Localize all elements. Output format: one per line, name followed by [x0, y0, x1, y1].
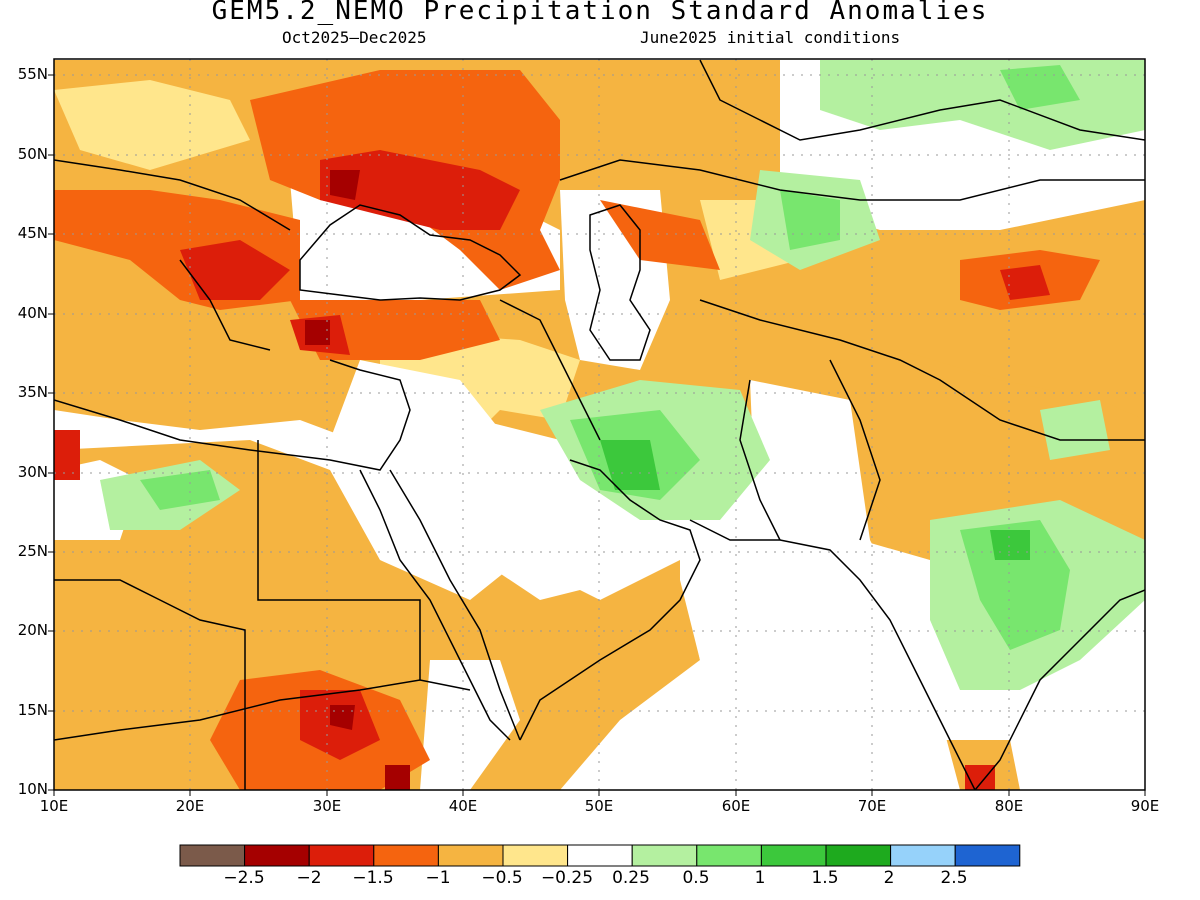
- anomaly-region: [780, 190, 840, 250]
- anomaly-region: [1040, 400, 1110, 460]
- legend-label: 1.5: [811, 868, 839, 888]
- lat-label: 55N: [17, 65, 48, 83]
- mediterranean-coast: [54, 359, 411, 471]
- legend-label: −1.5: [352, 868, 394, 888]
- lat-label: 25N: [17, 542, 48, 560]
- lat-label: 40N: [17, 304, 48, 322]
- legend-label: −0.25: [540, 868, 594, 888]
- axis-ticks: [48, 74, 1146, 796]
- legend-label: 2: [883, 868, 895, 888]
- lon-label: 50E: [584, 797, 614, 815]
- legend-label: 2.5: [940, 868, 968, 888]
- lat-label: 10N: [17, 780, 48, 798]
- caspian-sea-coast: [589, 204, 651, 361]
- indian-west-coast: [689, 519, 976, 790]
- legend-swatch: [437, 844, 504, 867]
- legend-swatch: [631, 844, 698, 867]
- lat-label: 20N: [17, 621, 48, 639]
- legend-swatch: [567, 844, 633, 867]
- anomaly-region: [180, 240, 290, 300]
- lat-label: 30N: [17, 463, 48, 481]
- subtitle-period: Oct2025–Dec2025: [282, 28, 427, 47]
- lon-label: 20E: [175, 797, 205, 815]
- balkan-coast: [179, 259, 271, 351]
- legend-label: 1: [754, 868, 766, 888]
- legend-swatch: [244, 844, 310, 867]
- kazakh-border: [559, 159, 1145, 201]
- lon-label: 90E: [1130, 797, 1160, 815]
- anomaly-region: [320, 150, 520, 230]
- legend-label: −2.5: [223, 868, 265, 888]
- legend-swatch: [502, 844, 569, 867]
- anomaly-region: [1000, 265, 1050, 300]
- subtitle-init: June2025 initial conditions: [640, 28, 901, 47]
- lat-label: 45N: [17, 224, 48, 242]
- chart-title: GEM5.2_NEMO Precipitation Standard Anoma…: [211, 0, 989, 26]
- indian-east-coast: [974, 589, 1145, 790]
- legend-colorbar: [179, 844, 1021, 867]
- red-sea-west-coast: [359, 469, 511, 741]
- black-sea-coast: [299, 204, 522, 301]
- pakistan-border: [829, 359, 881, 541]
- legend-swatch: [825, 844, 892, 867]
- anomaly-region: [1000, 65, 1080, 110]
- anomaly-region: [305, 320, 330, 345]
- iran-border: [499, 299, 601, 441]
- russia-border: [699, 59, 1145, 141]
- lon-label: 10E: [39, 797, 69, 815]
- lon-label: 70E: [857, 797, 887, 815]
- anomaly-region: [960, 520, 1070, 650]
- legend-label: −0.5: [481, 868, 523, 888]
- anomaly-region: [420, 660, 520, 790]
- legend-swatch: [890, 844, 956, 867]
- afghan-border: [739, 379, 781, 541]
- legend-label: −2: [296, 868, 322, 888]
- legend-swatch: [954, 844, 1021, 867]
- egypt-sudan-border: [257, 440, 421, 680]
- legend-label: 0.5: [682, 868, 710, 888]
- anomaly-region: [330, 170, 360, 200]
- grid-lines: [54, 59, 1145, 790]
- arabia-coast: [519, 459, 701, 741]
- anomaly-region: [600, 440, 660, 490]
- anomaly-region: [54, 80, 250, 170]
- lat-label: 50N: [17, 145, 48, 163]
- anomaly-region: [140, 470, 220, 510]
- lat-label: 35N: [17, 383, 48, 401]
- legend-swatch: [373, 844, 439, 867]
- legend-swatch: [179, 844, 246, 867]
- coastlines: [54, 59, 1145, 790]
- red-sea-east-coast: [389, 469, 521, 741]
- anomaly-region: [700, 380, 960, 790]
- legend-swatch: [308, 844, 375, 867]
- anomaly-region: [840, 350, 1145, 520]
- legend-label: 0.25: [612, 868, 650, 888]
- anomaly-field: [54, 60, 1145, 790]
- lon-label: 80E: [994, 797, 1024, 815]
- europe-border: [54, 159, 291, 231]
- chad-border: [54, 579, 246, 790]
- anomaly-region: [990, 530, 1030, 560]
- lon-label: 40E: [448, 797, 478, 815]
- anomaly-region: [54, 430, 80, 480]
- legend-swatch: [696, 844, 762, 867]
- lon-label: 30E: [312, 797, 342, 815]
- anomaly-region: [385, 765, 410, 790]
- legend-label: −1: [425, 868, 451, 888]
- lat-label: 15N: [17, 701, 48, 719]
- himalaya-border: [699, 299, 1145, 441]
- legend-swatch: [760, 844, 827, 867]
- anomaly-region: [330, 705, 355, 730]
- lon-label: 60E: [721, 797, 751, 815]
